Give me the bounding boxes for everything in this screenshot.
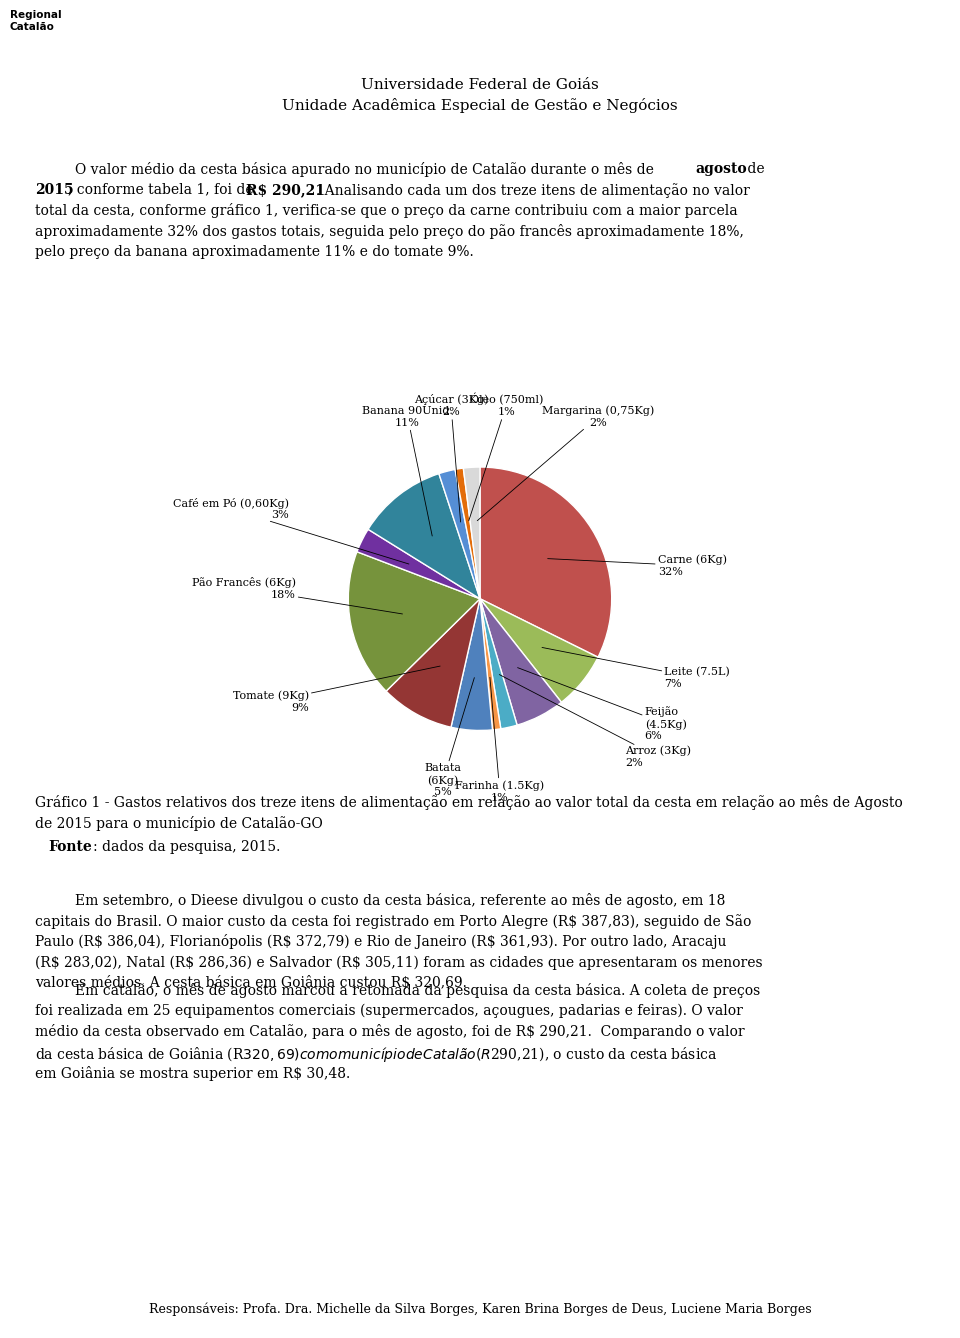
Text: capitais do Brasil. O maior custo da cesta foi registrado em Porto Alegre (R$ 38: capitais do Brasil. O maior custo da ces…	[35, 914, 752, 929]
Text: Feijão
(4.5Kg)
6%: Feijão (4.5Kg) 6%	[517, 668, 686, 741]
Wedge shape	[451, 599, 492, 731]
Text: Pão Francês (6Kg)
18%: Pão Francês (6Kg) 18%	[192, 577, 402, 614]
Text: Açúcar (3Kg)
2%: Açúcar (3Kg) 2%	[414, 395, 489, 522]
Text: , conforme tabela 1, foi de: , conforme tabela 1, foi de	[68, 183, 258, 197]
Text: 2015: 2015	[35, 183, 74, 197]
Wedge shape	[480, 467, 612, 657]
Text: de 2015 para o município de Catalão-GO: de 2015 para o município de Catalão-GO	[35, 816, 323, 831]
Text: valores médios. A cesta básica em Goiânia custou R$ 320,69.: valores médios. A cesta básica em Goiâni…	[35, 975, 467, 990]
Wedge shape	[480, 599, 598, 702]
Wedge shape	[357, 530, 480, 599]
Text: Óleo (750ml)
1%: Óleo (750ml) 1%	[468, 393, 543, 520]
Wedge shape	[480, 599, 517, 729]
Text: Banana 90Unid.
11%: Banana 90Unid. 11%	[362, 405, 453, 537]
Text: Arroz (3Kg)
2%: Arroz (3Kg) 2%	[499, 674, 691, 768]
Text: Unidade Acadêmica Especial de Gestão e Negócios: Unidade Acadêmica Especial de Gestão e N…	[282, 98, 678, 112]
Text: Gráfico 1 - Gastos relativos dos treze itens de alimentação em relação ao valor : Gráfico 1 - Gastos relativos dos treze i…	[35, 795, 902, 809]
Wedge shape	[455, 468, 480, 599]
Text: Em setembro, o Dieese divulgou o custo da cesta básica, referente ao mês de agos: Em setembro, o Dieese divulgou o custo d…	[75, 892, 726, 909]
Text: Carne (6Kg)
32%: Carne (6Kg) 32%	[548, 555, 727, 577]
Text: Tomate (9Kg)
9%: Tomate (9Kg) 9%	[232, 666, 440, 713]
Text: Fonte: Fonte	[48, 840, 92, 854]
Wedge shape	[439, 470, 480, 599]
Text: Em catalão, o mês de agosto marcou a retomada da pesquisa da cesta básica. A col: Em catalão, o mês de agosto marcou a ret…	[75, 983, 760, 998]
Text: R$ 290,21: R$ 290,21	[246, 183, 325, 197]
Text: agosto: agosto	[695, 162, 747, 177]
Wedge shape	[480, 599, 501, 729]
Text: Paulo (R$ 386,04), Florianópolis (R$ 372,79) e Rio de Janeiro (R$ 361,93). Por o: Paulo (R$ 386,04), Florianópolis (R$ 372…	[35, 934, 727, 950]
Wedge shape	[464, 467, 480, 599]
Wedge shape	[480, 599, 562, 725]
Text: Margarina (0,75Kg)
2%: Margarina (0,75Kg) 2%	[477, 405, 655, 520]
Text: Leite (7.5L)
7%: Leite (7.5L) 7%	[542, 648, 731, 689]
Text: Regional
Catalão: Regional Catalão	[10, 9, 61, 32]
Text: : dados da pesquisa, 2015.: : dados da pesquisa, 2015.	[93, 840, 280, 854]
Text: total da cesta, conforme gráfico 1, verifica-se que o preço da carne contribuiu : total da cesta, conforme gráfico 1, veri…	[35, 203, 737, 218]
Text: Responsáveis: Profa. Dra. Michelle da Silva Borges, Karen Brina Borges de Deus, : Responsáveis: Profa. Dra. Michelle da Si…	[149, 1302, 811, 1315]
Text: Café em Pó (0,60Kg)
3%: Café em Pó (0,60Kg) 3%	[173, 498, 409, 565]
Text: da cesta básica de Goiânia (R$ 320,69) com o município de Catalão (R$290,21), o : da cesta básica de Goiânia (R$ 320,69) c…	[35, 1045, 717, 1064]
Text: Farinha (1.5Kg)
1%: Farinha (1.5Kg) 1%	[455, 677, 544, 803]
Text: foi realizada em 25 equipamentos comerciais (supermercados, açougues, padarias e: foi realizada em 25 equipamentos comerci…	[35, 1004, 743, 1018]
Text: em Goiânia se mostra superior em R$ 30,48.: em Goiânia se mostra superior em R$ 30,4…	[35, 1066, 350, 1081]
Text: Batata
(6Kg)
5%: Batata (6Kg) 5%	[424, 677, 474, 797]
Text: O valor médio da cesta básica apurado no município de Catalão durante o mês de: O valor médio da cesta básica apurado no…	[75, 162, 659, 177]
Text: pelo preço da banana aproximadamente 11% e do tomate 9%.: pelo preço da banana aproximadamente 11%…	[35, 245, 473, 260]
Text: de: de	[743, 162, 764, 177]
Text: . Analisando cada um dos treze itens de alimentação no valor: . Analisando cada um dos treze itens de …	[316, 183, 750, 198]
Text: médio da cesta observado em Catalão, para o mês de agosto, foi de R$ 290,21.  Co: médio da cesta observado em Catalão, par…	[35, 1025, 745, 1040]
Wedge shape	[368, 474, 480, 599]
Text: aproximadamente 32% dos gastos totais, seguida pelo preço do pão francês aproxim: aproximadamente 32% dos gastos totais, s…	[35, 225, 744, 240]
Text: Universidade Federal de Goiás: Universidade Federal de Goiás	[361, 78, 599, 92]
Wedge shape	[386, 599, 480, 728]
Text: (R$ 283,02), Natal (R$ 286,36) e Salvador (R$ 305,11) foram as cidades que apres: (R$ 283,02), Natal (R$ 286,36) e Salvado…	[35, 955, 762, 970]
Wedge shape	[348, 551, 480, 692]
